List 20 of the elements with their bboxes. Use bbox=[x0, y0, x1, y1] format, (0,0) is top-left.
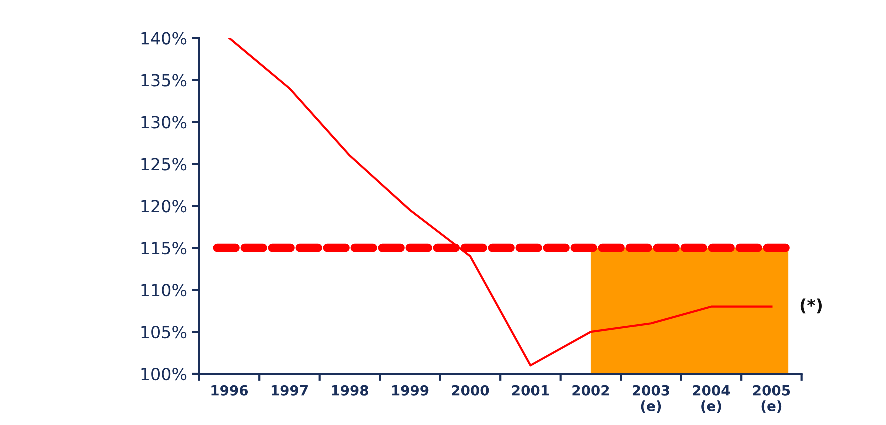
y-tick-label: 100% bbox=[142, 368, 187, 381]
y-tick-label: 140% bbox=[142, 32, 187, 45]
x-tick-label: 1999 bbox=[392, 385, 429, 396]
x-tick-label: 2003 (e) bbox=[632, 385, 670, 414]
x-tick-label: 1998 bbox=[332, 385, 368, 396]
x-tick-label: 2005 (e) bbox=[753, 385, 790, 414]
x-tick-label: 1996 bbox=[212, 385, 248, 396]
y-tick-label: 120% bbox=[142, 200, 187, 213]
x-tick-label: 1997 bbox=[272, 385, 308, 396]
x-tick-label: 2001 bbox=[512, 385, 550, 396]
y-tick-label: 115% bbox=[142, 242, 187, 255]
annotation: (*) bbox=[800, 298, 822, 314]
y-tick-label: 130% bbox=[142, 116, 187, 129]
x-tick-label: 2004 (e) bbox=[693, 385, 730, 414]
y-tick-label: 135% bbox=[142, 74, 187, 87]
y-tick-label: 125% bbox=[142, 158, 187, 171]
y-tick-label: 105% bbox=[142, 326, 187, 339]
x-tick-label: 2002 bbox=[572, 385, 610, 396]
y-tick-label: 110% bbox=[142, 284, 187, 297]
x-tick-label: 2000 bbox=[452, 385, 490, 396]
